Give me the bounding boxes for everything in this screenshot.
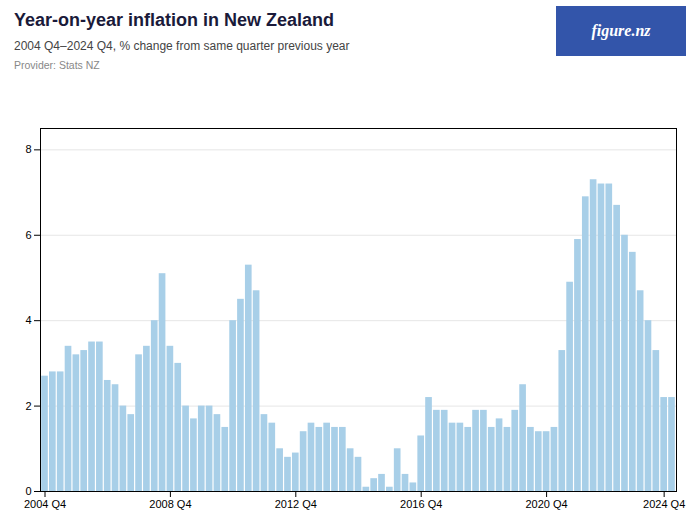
html-text:Provider: Stats NZ: Provider: Stats NZ bbox=[14, 59, 100, 71]
html-text:figure.nz: figure.nz bbox=[591, 22, 651, 39]
svg-text:2012 Q4: 2012 Q4 bbox=[275, 498, 317, 510]
svg-text:8: 8 bbox=[25, 143, 31, 155]
svg-text:2020 Q4: 2020 Q4 bbox=[525, 498, 567, 510]
svg-text:2008 Q4: 2008 Q4 bbox=[149, 498, 191, 510]
svg-text:2024 Q4: 2024 Q4 bbox=[643, 498, 685, 510]
html-text:Year-on-year inflation in New: Year-on-year inflation in New Zealand bbox=[14, 10, 335, 30]
svg-text:2004 Q4: 2004 Q4 bbox=[24, 498, 66, 510]
svg-text:4: 4 bbox=[25, 314, 31, 326]
html-text:2004 Q4–2024 Q4, % change from: 2004 Q4–2024 Q4, % change from same quar… bbox=[14, 39, 350, 53]
svg-text:2: 2 bbox=[25, 400, 31, 412]
svg-text:0: 0 bbox=[25, 485, 31, 497]
svg-text:6: 6 bbox=[25, 229, 31, 241]
svg-text:2016 Q4: 2016 Q4 bbox=[400, 498, 442, 510]
